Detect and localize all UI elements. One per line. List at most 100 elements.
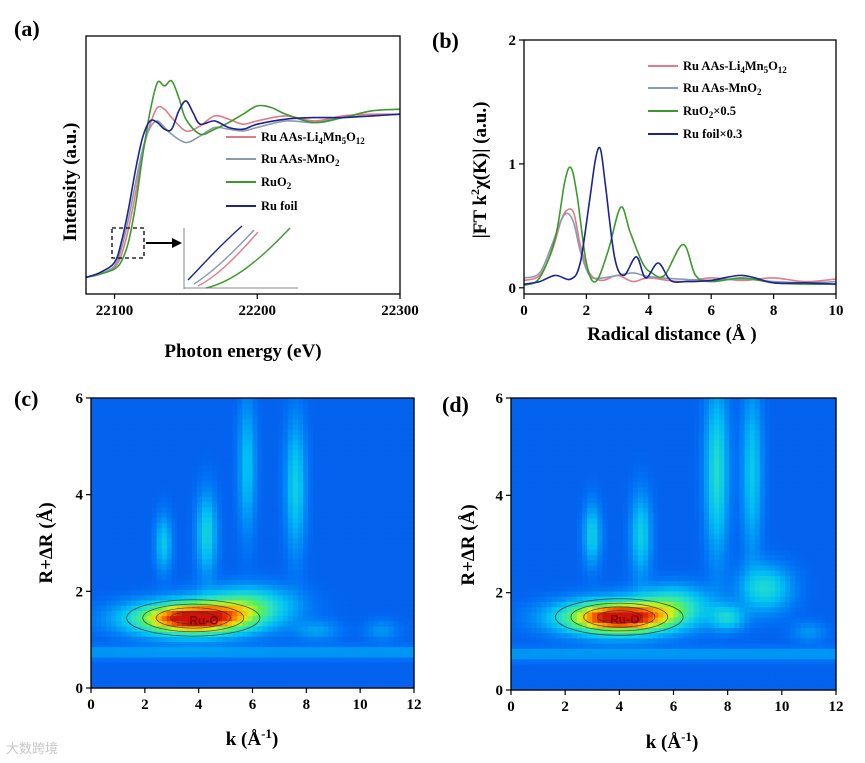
chart-c-heat-cell: [272, 460, 279, 466]
chart-c-heat-cell: [237, 594, 244, 601]
chart-d-heat-cell: [536, 590, 543, 597]
chart-c-heat-cell: [403, 553, 410, 560]
chart-c-heat-cell: [267, 423, 274, 430]
chart-c-heat-cell: [398, 480, 405, 487]
chart-c-heat-cell: [91, 553, 97, 560]
chart-c-ytick-label: 6: [76, 391, 84, 407]
chart-c-heat-cell: [257, 444, 264, 451]
chart-c-heat-cell: [101, 449, 107, 456]
chart-c-heat-cell: [302, 486, 309, 492]
chart-c-heat-cell: [398, 605, 405, 611]
chart-d-heat-cell: [587, 497, 593, 503]
chart-c-heat-cell: [222, 662, 228, 668]
chart-d-heat-cell: [607, 611, 614, 618]
chart-d-heat-cell: [577, 637, 583, 644]
chart-c-heat-cell: [292, 429, 299, 435]
chart-c-heat-cell: [196, 423, 203, 430]
chart-d-heat-cell: [587, 684, 593, 691]
chart-c-heat-cell: [302, 423, 309, 430]
chart-c-heat-cell: [161, 656, 168, 663]
chart-c-heat-cell: [161, 537, 168, 544]
chart-c-heat-cell: [333, 625, 339, 632]
chart-c-heat-cell: [111, 667, 117, 674]
chart-c-heat-cell: [277, 460, 284, 466]
chart-c-heat-cell: [242, 491, 249, 497]
chart-c-heat-cell: [196, 677, 203, 684]
chart-d-heat-cell: [561, 486, 568, 493]
chart-c-heat-cell: [262, 408, 269, 415]
chart-c-heat-cell: [302, 574, 309, 580]
chart-d-heat-cell: [592, 528, 598, 535]
chart-d-heat-cell: [521, 570, 527, 576]
chart-c-heat-cell: [131, 454, 138, 461]
chart-c-heat-cell: [398, 408, 405, 415]
chart-c-heat-cell: [358, 429, 365, 435]
chart-c-heat-cell: [262, 605, 269, 611]
chart-d-heat-cell: [566, 653, 573, 660]
chart-d-heat-cell: [551, 497, 558, 503]
chart-d-heat-cell: [622, 465, 629, 472]
chart-c-heat-cell: [212, 527, 218, 534]
chart-c-heat-cell: [242, 677, 249, 684]
chart-c-heat-cell: [338, 527, 344, 534]
chart-d-heat-cell: [526, 684, 532, 691]
chart-d-heat-cell: [511, 549, 517, 556]
chart-c-heat-cell: [91, 480, 97, 487]
chart-c-heat-cell: [323, 475, 329, 482]
chart-c-heat-cell: [166, 651, 173, 658]
chart-c-heat-cell: [408, 568, 415, 575]
chart-d-heat-cell: [622, 580, 629, 587]
chart-c-heat-cell: [277, 486, 284, 492]
chart-c-heat-cell: [232, 599, 238, 606]
chart-c-heat-cell: [161, 511, 168, 518]
chart-c-heat-cell: [343, 434, 349, 441]
chart-c-heat-cell: [383, 501, 390, 508]
chart-c-heat-cell: [408, 439, 415, 446]
chart-c-heat-cell: [343, 677, 349, 684]
chart-d-heat-cell: [546, 523, 553, 529]
inset-curve-ruo2: [205, 227, 291, 289]
chart-d-heat-cell: [612, 455, 619, 462]
chart-c-heat-cell: [106, 460, 112, 466]
chart-c-heat-cell: [388, 444, 395, 451]
chart-d-heat-cell: [587, 538, 593, 545]
chart-c-heat-cell: [126, 605, 132, 611]
chart-d-heat-cell: [541, 538, 548, 545]
chart-c-heat-cell: [318, 527, 324, 534]
chart-d-heat-cell: [566, 632, 573, 639]
chart-c-heat-cell: [181, 641, 188, 648]
chart-c-heat-cell: [121, 605, 127, 611]
chart-c-heat-cell: [146, 454, 153, 461]
chart-c-heat-cell: [323, 631, 329, 637]
chart-d-heat-cell: [561, 653, 568, 660]
chart-c-heat-cell: [328, 625, 334, 632]
chart-c-heat-cell: [338, 641, 344, 648]
chart-c-heat-cell: [338, 548, 344, 554]
chart-c-heat-cell: [302, 594, 309, 601]
chart-c-heat-cell: [287, 589, 294, 596]
chart-c-heat-cell: [308, 646, 314, 653]
chart-d-heat-cell: [587, 632, 593, 639]
chart-d-heat-cell: [577, 403, 583, 410]
chart-c-heat-cell: [302, 625, 309, 632]
chart-c-heat-cell: [227, 537, 233, 544]
chart-c-heat-cell: [363, 444, 370, 451]
chart-c-heat-cell: [348, 486, 355, 492]
chart-c-heat-cell: [237, 486, 244, 492]
chart-c-heat-cell: [207, 465, 213, 472]
chart-c-heat-cell: [308, 574, 314, 580]
chart-c-heat-cell: [313, 631, 319, 637]
chart-c-heat-cell: [217, 610, 223, 617]
chart-c-heat-cell: [207, 517, 213, 523]
chart-b-xtick-label: 6: [707, 303, 715, 319]
chart-c-heat-cell: [338, 568, 344, 575]
chart-d-heat-cell: [622, 439, 629, 446]
chart-c-heat-cell: [131, 398, 138, 404]
chart-c-heat-cell: [222, 522, 228, 529]
chart-d-heat-cell: [602, 403, 609, 410]
chart-d-heat-cell: [617, 403, 624, 410]
chart-c-heat-cell: [403, 418, 410, 425]
chart-d-heat-cell: [587, 481, 593, 488]
chart-d-heat-cell: [556, 643, 563, 649]
chart-c-heat-cell: [242, 563, 249, 570]
